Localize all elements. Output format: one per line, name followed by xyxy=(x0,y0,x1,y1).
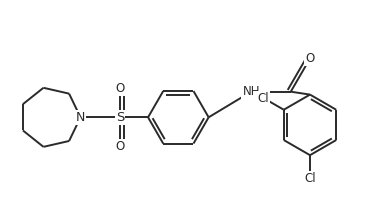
Text: O: O xyxy=(116,82,125,95)
Text: N: N xyxy=(76,111,85,124)
Text: Cl: Cl xyxy=(258,92,269,104)
Text: O: O xyxy=(116,140,125,153)
Text: S: S xyxy=(116,111,124,124)
Text: Cl: Cl xyxy=(304,172,316,185)
Text: O: O xyxy=(306,52,315,65)
Text: NH: NH xyxy=(242,85,260,98)
